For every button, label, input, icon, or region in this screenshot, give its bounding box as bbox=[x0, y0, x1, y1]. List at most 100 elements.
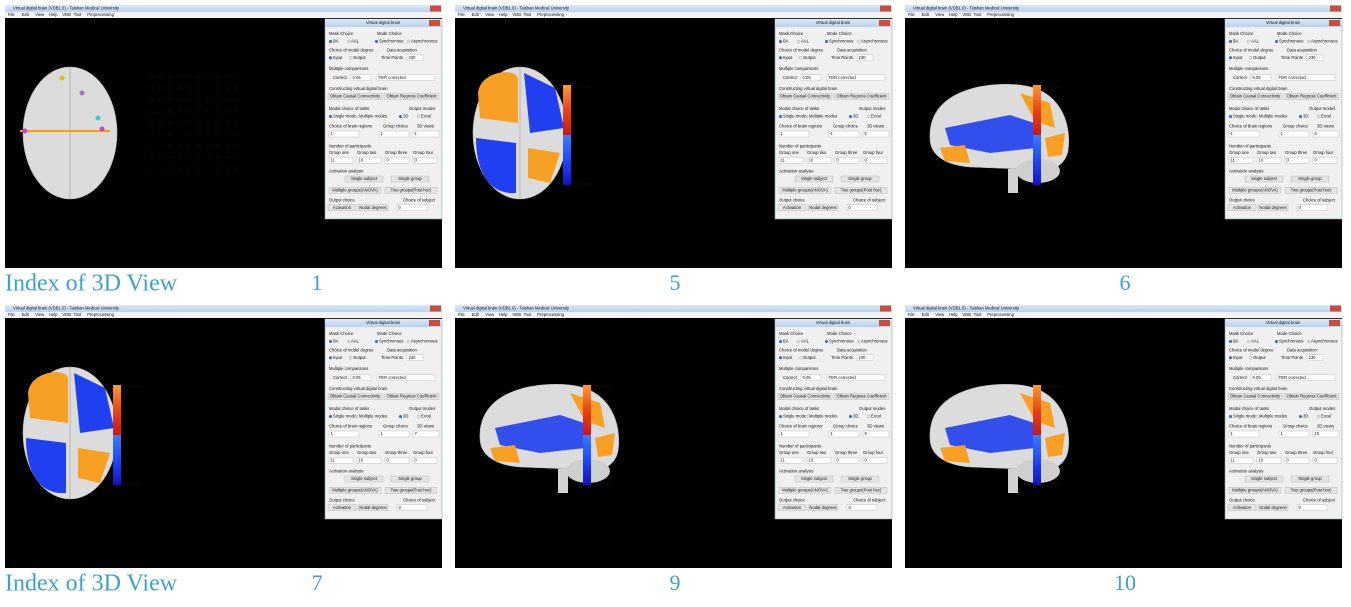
radio[interactable] bbox=[824, 39, 829, 44]
radio[interactable] bbox=[374, 339, 379, 344]
radio[interactable] bbox=[1228, 414, 1233, 419]
radio[interactable] bbox=[796, 339, 801, 344]
close-button[interactable] bbox=[1329, 20, 1340, 26]
radio[interactable] bbox=[824, 339, 829, 344]
button[interactable] bbox=[777, 393, 833, 400]
radio[interactable] bbox=[1274, 39, 1279, 44]
button[interactable] bbox=[1227, 93, 1283, 100]
radio[interactable] bbox=[328, 39, 333, 44]
button[interactable] bbox=[834, 187, 888, 194]
radio[interactable] bbox=[416, 414, 421, 419]
button[interactable] bbox=[357, 504, 389, 511]
input[interactable] bbox=[1250, 374, 1272, 381]
input[interactable] bbox=[328, 157, 354, 164]
input[interactable] bbox=[1250, 74, 1272, 81]
button[interactable] bbox=[778, 187, 832, 194]
input[interactable] bbox=[412, 157, 438, 164]
input[interactable] bbox=[1276, 74, 1336, 81]
button[interactable] bbox=[328, 187, 382, 194]
close-button[interactable] bbox=[429, 20, 440, 26]
input[interactable] bbox=[856, 54, 874, 61]
input[interactable] bbox=[412, 130, 440, 138]
radio[interactable] bbox=[1228, 356, 1233, 360]
input[interactable] bbox=[406, 54, 424, 61]
button[interactable] bbox=[344, 175, 384, 183]
input[interactable] bbox=[350, 74, 372, 81]
input[interactable] bbox=[1256, 157, 1282, 164]
input[interactable] bbox=[778, 130, 810, 138]
button[interactable] bbox=[327, 204, 357, 211]
button[interactable] bbox=[1227, 393, 1283, 400]
input[interactable] bbox=[376, 374, 436, 381]
input[interactable] bbox=[1306, 354, 1324, 361]
radio[interactable] bbox=[778, 414, 783, 419]
button[interactable] bbox=[833, 393, 890, 400]
input[interactable] bbox=[1228, 430, 1260, 438]
input[interactable] bbox=[1278, 430, 1310, 438]
radio[interactable] bbox=[406, 339, 411, 344]
radio[interactable] bbox=[796, 39, 801, 44]
radio[interactable] bbox=[328, 356, 333, 360]
radio[interactable] bbox=[856, 339, 861, 344]
button[interactable] bbox=[777, 93, 833, 100]
button[interactable] bbox=[383, 93, 440, 100]
button[interactable] bbox=[807, 204, 839, 211]
input[interactable] bbox=[406, 354, 424, 361]
button[interactable] bbox=[1283, 93, 1340, 100]
button[interactable] bbox=[794, 475, 834, 483]
input[interactable] bbox=[778, 457, 804, 464]
input[interactable] bbox=[1312, 130, 1340, 138]
radio[interactable] bbox=[1228, 339, 1233, 344]
button[interactable] bbox=[777, 504, 807, 511]
radio[interactable] bbox=[866, 414, 871, 419]
input[interactable] bbox=[834, 457, 860, 464]
radio[interactable] bbox=[778, 339, 783, 344]
radio[interactable] bbox=[866, 114, 871, 119]
button[interactable] bbox=[327, 93, 383, 100]
button[interactable] bbox=[1284, 487, 1338, 494]
radio[interactable] bbox=[798, 56, 803, 60]
input[interactable] bbox=[1284, 457, 1310, 464]
input[interactable] bbox=[396, 204, 428, 211]
button[interactable] bbox=[384, 187, 438, 194]
radio[interactable] bbox=[778, 114, 783, 119]
window-close[interactable] bbox=[1330, 305, 1341, 312]
radio[interactable] bbox=[1298, 414, 1303, 419]
radio[interactable] bbox=[1274, 339, 1279, 344]
button[interactable] bbox=[1227, 204, 1257, 211]
button[interactable] bbox=[390, 175, 430, 183]
radio[interactable] bbox=[406, 39, 411, 44]
radio[interactable] bbox=[1298, 114, 1303, 119]
input[interactable] bbox=[778, 430, 810, 438]
radio[interactable] bbox=[398, 414, 403, 419]
radio[interactable] bbox=[328, 56, 333, 60]
input[interactable] bbox=[384, 157, 410, 164]
button[interactable] bbox=[344, 475, 384, 483]
radio[interactable] bbox=[374, 39, 379, 44]
button[interactable] bbox=[1257, 204, 1289, 211]
input[interactable] bbox=[356, 157, 382, 164]
radio[interactable] bbox=[848, 114, 853, 119]
radio[interactable] bbox=[1306, 39, 1311, 44]
button[interactable] bbox=[834, 487, 888, 494]
radio[interactable] bbox=[1228, 56, 1233, 60]
button[interactable] bbox=[1257, 504, 1289, 511]
close-button[interactable] bbox=[429, 320, 440, 326]
input[interactable] bbox=[862, 457, 888, 464]
input[interactable] bbox=[834, 157, 860, 164]
button[interactable] bbox=[1227, 504, 1257, 511]
button[interactable] bbox=[1244, 175, 1284, 183]
input[interactable] bbox=[1228, 130, 1260, 138]
button[interactable] bbox=[840, 475, 880, 483]
button[interactable] bbox=[384, 487, 438, 494]
radio[interactable] bbox=[346, 339, 351, 344]
input[interactable] bbox=[1296, 504, 1328, 511]
window-close[interactable] bbox=[880, 305, 891, 312]
button[interactable] bbox=[1290, 175, 1330, 183]
radio[interactable] bbox=[1316, 114, 1321, 119]
input[interactable] bbox=[846, 504, 878, 511]
radio[interactable] bbox=[778, 56, 783, 60]
input[interactable] bbox=[1312, 430, 1340, 438]
button[interactable] bbox=[383, 393, 440, 400]
radio[interactable] bbox=[1248, 56, 1253, 60]
